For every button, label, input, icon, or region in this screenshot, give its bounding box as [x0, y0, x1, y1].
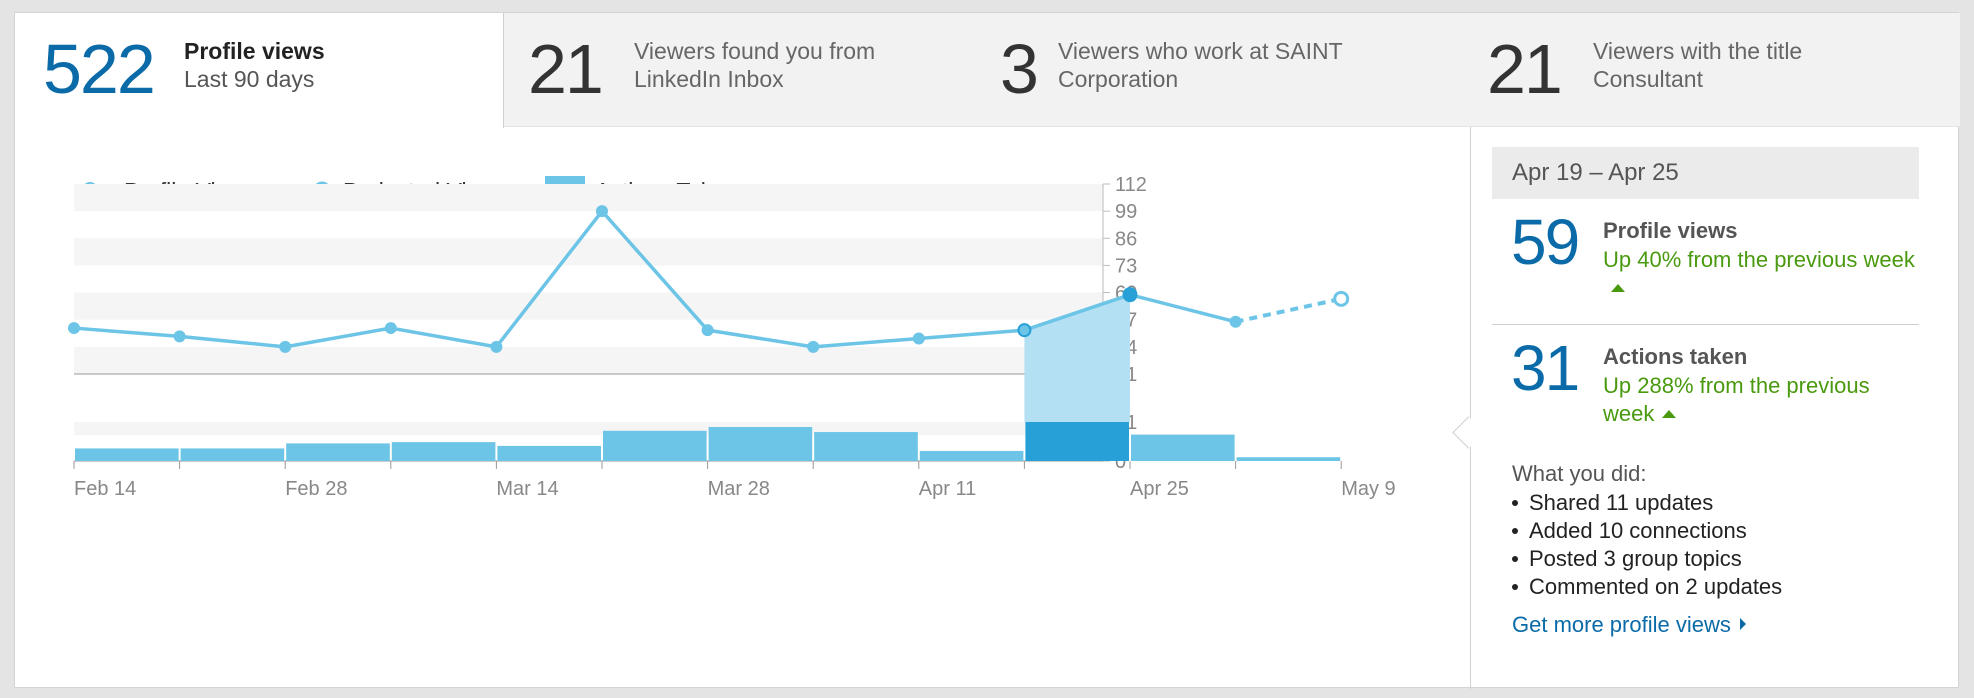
grid-band [74, 238, 1103, 266]
get-more-profile-views-link[interactable]: Get more profile views [1512, 612, 1746, 638]
profile-views-point [1017, 323, 1032, 338]
profile-views-point [1122, 287, 1138, 303]
y-tick-label: 99 [1115, 201, 1137, 223]
bullet-icon [1512, 556, 1518, 562]
week-actions-title: Actions taken [1603, 344, 1748, 369]
list-item-text: Posted 3 group topics [1529, 546, 1742, 571]
stat-company-viewers-tab[interactable]: 3 Viewers who work at SAINT Corporation [976, 13, 1463, 127]
action-bar [919, 450, 1024, 461]
caret-right-icon [1739, 618, 1746, 630]
action-bar [391, 442, 496, 461]
x-tick-label: May 9 [1341, 478, 1395, 500]
profile-views-point [912, 332, 925, 345]
bullet-icon [1512, 528, 1518, 534]
profile-views-point [384, 322, 397, 335]
what-you-did-list: Shared 11 updates Added 10 connections P… [1512, 489, 1782, 601]
action-bar [180, 448, 285, 461]
up-arrow-icon [1662, 410, 1677, 418]
grid-band [74, 422, 1103, 435]
profile-views-point [279, 340, 292, 353]
list-item: Added 10 connections [1512, 517, 1782, 545]
highlight-week-area [1024, 294, 1130, 422]
up-arrow-icon [1611, 284, 1625, 292]
profile-views-line [73, 209, 1237, 349]
stat-number: 21 [1487, 30, 1563, 108]
x-tick-label: Feb 28 [285, 478, 347, 500]
stat-title-viewers-tab[interactable]: 21 Viewers with the title Consultant [1463, 13, 1960, 127]
panel-separator [1492, 324, 1919, 325]
x-tick-label: Mar 14 [496, 478, 558, 500]
profile-views-point [173, 330, 186, 343]
stat-profile-views-tab[interactable]: 522 Profile views Last 90 days [15, 13, 504, 128]
what-you-did-label: What you did: [1512, 461, 1647, 486]
grid-band [74, 346, 1103, 374]
list-item: Shared 11 updates [1512, 489, 1782, 517]
week-actions-delta: Up 288% from the previous week [1603, 372, 1923, 428]
projected-views-line [1235, 296, 1342, 324]
week-views-number: 59 [1511, 206, 1580, 278]
bullet-icon [1512, 584, 1518, 590]
list-item: Posted 3 group topics [1512, 545, 1782, 573]
x-tick-label: Feb 14 [74, 478, 136, 500]
week-views-title: Profile views [1603, 218, 1738, 243]
profile-views-point [68, 322, 80, 335]
x-tick-label: Apr 25 [1130, 478, 1189, 500]
x-tick-label: Mar 28 [708, 478, 770, 500]
action-bar [75, 448, 179, 461]
stat-title: Viewers found you from [634, 38, 876, 64]
stat-inbox-viewers-tab[interactable]: 21 Viewers found you from LinkedIn Inbox [504, 13, 976, 127]
stat-number: 522 [43, 30, 156, 108]
stat-subtitle: Consultant [1593, 66, 1703, 92]
action-bar [603, 430, 707, 461]
action-bar [1025, 422, 1129, 461]
grid-band [74, 184, 1103, 212]
y-tick-label: 86 [1115, 228, 1137, 250]
stat-title: Viewers who work at SAINT [1058, 38, 1343, 64]
week-range-header: Apr 19 – Apr 25 [1492, 147, 1919, 199]
stat-subtitle: Corporation [1058, 66, 1179, 92]
stat-title: Viewers with the title [1593, 38, 1803, 64]
profile-views-point [1229, 315, 1242, 328]
y-tick-label: 0 [1115, 451, 1126, 473]
list-item-text: Added 10 connections [1529, 518, 1747, 543]
stat-subtitle: Last 90 days [184, 66, 315, 92]
y-tick-label: 73 [1115, 255, 1137, 277]
grid-band [74, 292, 1103, 320]
action-bar [286, 443, 390, 461]
action-bar [1131, 434, 1235, 461]
stat-subtitle: LinkedIn Inbox [634, 66, 784, 92]
week-views-delta-text: Up 40% from the previous week [1603, 247, 1915, 272]
action-bar [497, 445, 601, 461]
action-bar [708, 427, 813, 461]
list-item-text: Commented on 2 updates [1529, 574, 1783, 599]
stat-number: 3 [1000, 30, 1039, 108]
profile-views-point [490, 340, 503, 353]
bullet-icon [1512, 500, 1518, 506]
more-link-label: Get more profile views [1512, 612, 1731, 637]
action-bar [1236, 457, 1341, 461]
views-chart: Profile Views Projected Views Actions Ta… [68, 174, 1396, 500]
week-views-delta: Up 40% from the previous week [1603, 246, 1923, 302]
profile-views-point [807, 340, 820, 353]
week-actions-number: 31 [1511, 332, 1580, 404]
panel-divider [1470, 127, 1471, 689]
action-bar [814, 432, 918, 461]
stat-title: Profile views [184, 38, 325, 64]
week-actions-delta-text: Up 288% from the previous week [1603, 373, 1870, 426]
y-tick-label: 112 [1115, 174, 1147, 196]
profile-views-point [596, 205, 608, 218]
list-item-text: Shared 11 updates [1529, 490, 1714, 515]
stat-number: 21 [528, 30, 604, 108]
x-tick-label: Apr 11 [919, 478, 976, 500]
profile-views-point [701, 324, 714, 337]
profile-views-card: 522 Profile views Last 90 days 21 Viewer… [14, 12, 1960, 689]
projected-views-point [1333, 290, 1350, 307]
list-item: Commented on 2 updates [1512, 573, 1782, 601]
